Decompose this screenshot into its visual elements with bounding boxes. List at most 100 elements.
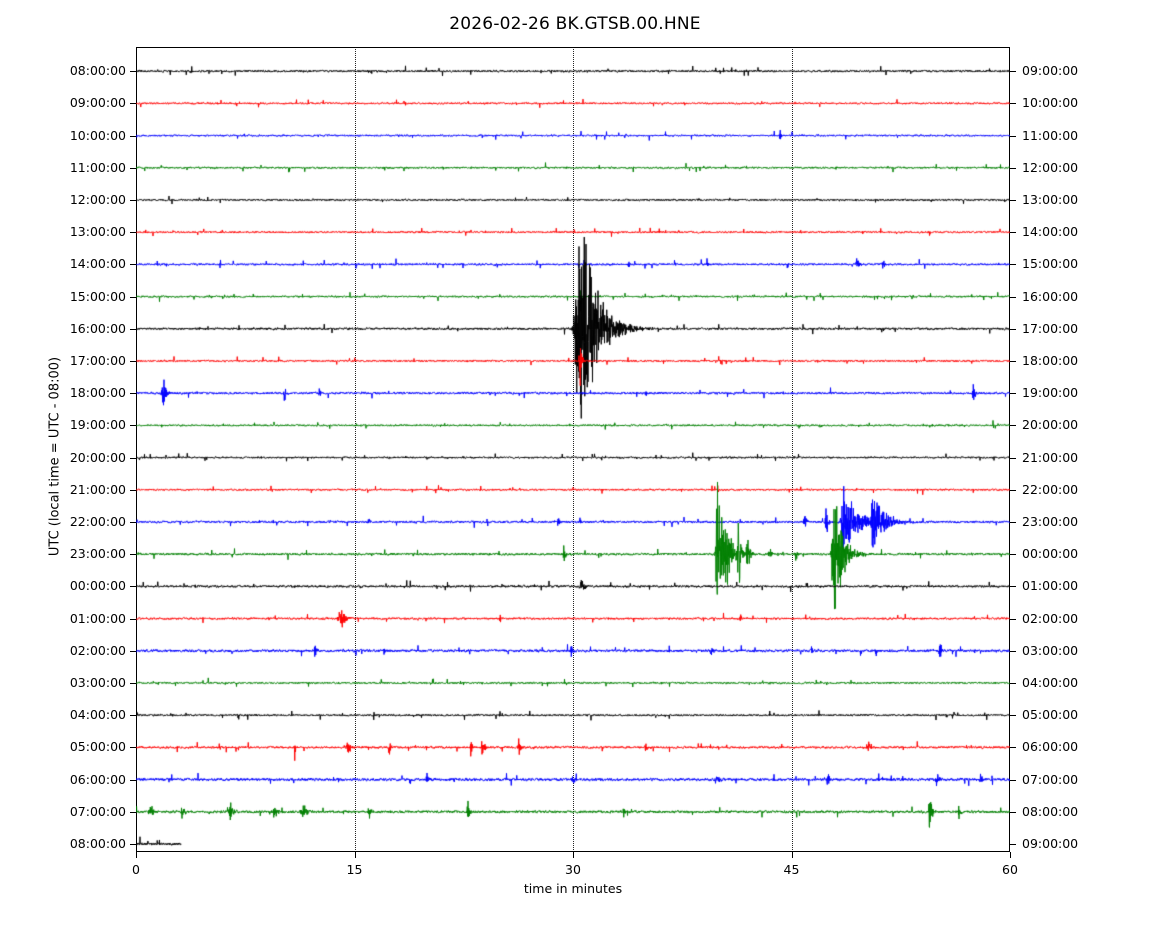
y-axis-right-label: 23:00:00	[1022, 513, 1079, 529]
y-axis-left-label: 14:00:00	[69, 256, 126, 272]
y-axis-right-label: 11:00:00	[1022, 127, 1079, 143]
y-axis-left-label: 10:00:00	[69, 127, 126, 143]
y-axis-left-label: 01:00:00	[69, 610, 126, 626]
y-axis-left-label: 23:00:00	[69, 546, 126, 562]
y-tick-left	[130, 521, 136, 523]
y-tick-right	[1010, 811, 1016, 813]
y-axis-right-label: 10:00:00	[1022, 95, 1079, 111]
y-axis-left-label: 05:00:00	[69, 739, 126, 755]
y-tick-right	[1010, 715, 1016, 717]
y-axis-right-label: 20:00:00	[1022, 417, 1079, 433]
y-axis-left-label: 20:00:00	[69, 449, 126, 465]
y-tick-right	[1010, 199, 1016, 201]
y-axis-right-label: 15:00:00	[1022, 256, 1079, 272]
y-tick-left	[130, 360, 136, 362]
y-tick-left	[130, 586, 136, 588]
y-axis-left-label: 15:00:00	[69, 288, 126, 304]
y-tick-left	[130, 811, 136, 813]
y-axis-left-label: 02:00:00	[69, 642, 126, 658]
y-axis-right-label: 17:00:00	[1022, 320, 1079, 336]
y-axis-right-label: 13:00:00	[1022, 191, 1079, 207]
y-axis-right-label: 14:00:00	[1022, 224, 1079, 240]
y-tick-left	[130, 457, 136, 459]
y-axis-right-label: 02:00:00	[1022, 610, 1079, 626]
y-axis-right-label: 09:00:00	[1022, 835, 1079, 851]
x-tick	[573, 852, 574, 858]
y-axis-right-label: 21:00:00	[1022, 449, 1079, 465]
y-tick-right	[1010, 618, 1016, 620]
y-tick-left	[130, 715, 136, 717]
y-tick-left	[130, 296, 136, 298]
y-tick-right	[1010, 650, 1016, 652]
y-tick-right	[1010, 296, 1016, 298]
y-tick-left	[130, 554, 136, 556]
x-axis-label: 60	[1002, 862, 1018, 877]
y-axis-left-label: 09:00:00	[69, 95, 126, 111]
y-tick-left	[130, 393, 136, 395]
y-axis-right-label: 06:00:00	[1022, 739, 1079, 755]
y-axis-left-label: 17:00:00	[69, 352, 126, 368]
y-tick-left	[130, 103, 136, 105]
y-axis-right-label: 01:00:00	[1022, 578, 1079, 594]
y-axis-title: UTC (local time = UTC - 08:00)	[47, 356, 63, 557]
y-axis-left-label: 19:00:00	[69, 417, 126, 433]
y-tick-right	[1010, 457, 1016, 459]
y-tick-left	[130, 199, 136, 201]
y-tick-left	[130, 682, 136, 684]
y-tick-left	[130, 328, 136, 330]
x-axis-title: time in minutes	[523, 881, 623, 896]
y-tick-left	[130, 618, 136, 620]
y-axis-right-label: 12:00:00	[1022, 159, 1079, 175]
y-tick-right	[1010, 167, 1016, 169]
x-tick	[354, 852, 356, 858]
y-tick-right	[1010, 489, 1016, 491]
y-axis-left-label: 00:00:00	[69, 578, 126, 594]
y-tick-right	[1010, 135, 1016, 137]
y-axis-left-label: 16:00:00	[69, 320, 126, 336]
y-tick-right	[1010, 682, 1016, 684]
y-axis-left-label: 22:00:00	[69, 513, 126, 529]
y-tick-right	[1010, 554, 1016, 556]
y-axis-right-label: 07:00:00	[1022, 771, 1079, 787]
x-axis-label: 30	[565, 862, 581, 877]
y-axis-left-label: 08:00:00	[69, 63, 126, 79]
y-tick-right	[1010, 71, 1016, 73]
y-axis-left-label: 13:00:00	[69, 224, 126, 240]
x-axis-label: 15	[346, 862, 363, 877]
y-tick-right	[1010, 328, 1016, 330]
y-tick-left	[130, 264, 136, 266]
y-tick-right	[1010, 747, 1016, 749]
y-tick-right	[1010, 843, 1016, 845]
y-tick-left	[130, 489, 136, 491]
plot-axes-frame	[136, 47, 1010, 852]
y-tick-right	[1010, 779, 1016, 781]
y-tick-left	[130, 425, 136, 427]
y-tick-right	[1010, 232, 1016, 234]
y-tick-left	[130, 779, 136, 781]
y-axis-right-label: 19:00:00	[1022, 385, 1079, 401]
y-axis-right-label: 22:00:00	[1022, 481, 1079, 497]
y-tick-right	[1010, 425, 1016, 427]
y-tick-left	[130, 650, 136, 652]
y-tick-left	[130, 167, 136, 169]
x-tick	[1010, 852, 1011, 858]
y-tick-left	[130, 843, 136, 845]
y-axis-left-label: 21:00:00	[69, 481, 126, 497]
y-axis-left-label: 12:00:00	[69, 191, 126, 207]
y-axis-right-label: 08:00:00	[1022, 803, 1079, 819]
y-axis-left-label: 11:00:00	[69, 159, 126, 175]
y-tick-right	[1010, 521, 1016, 523]
y-axis-right-label: 16:00:00	[1022, 288, 1079, 304]
y-tick-right	[1010, 586, 1016, 588]
x-axis-label: 0	[132, 862, 140, 877]
y-axis-left-label: 06:00:00	[69, 771, 126, 787]
x-axis-label: 45	[783, 862, 800, 877]
y-tick-right	[1010, 393, 1016, 395]
y-axis-left-label: 03:00:00	[69, 674, 126, 690]
y-tick-left	[130, 747, 136, 749]
y-axis-left-label: 18:00:00	[69, 385, 126, 401]
y-axis-right-label: 03:00:00	[1022, 642, 1079, 658]
y-tick-left	[130, 135, 136, 137]
y-axis-left-label: 07:00:00	[69, 803, 126, 819]
